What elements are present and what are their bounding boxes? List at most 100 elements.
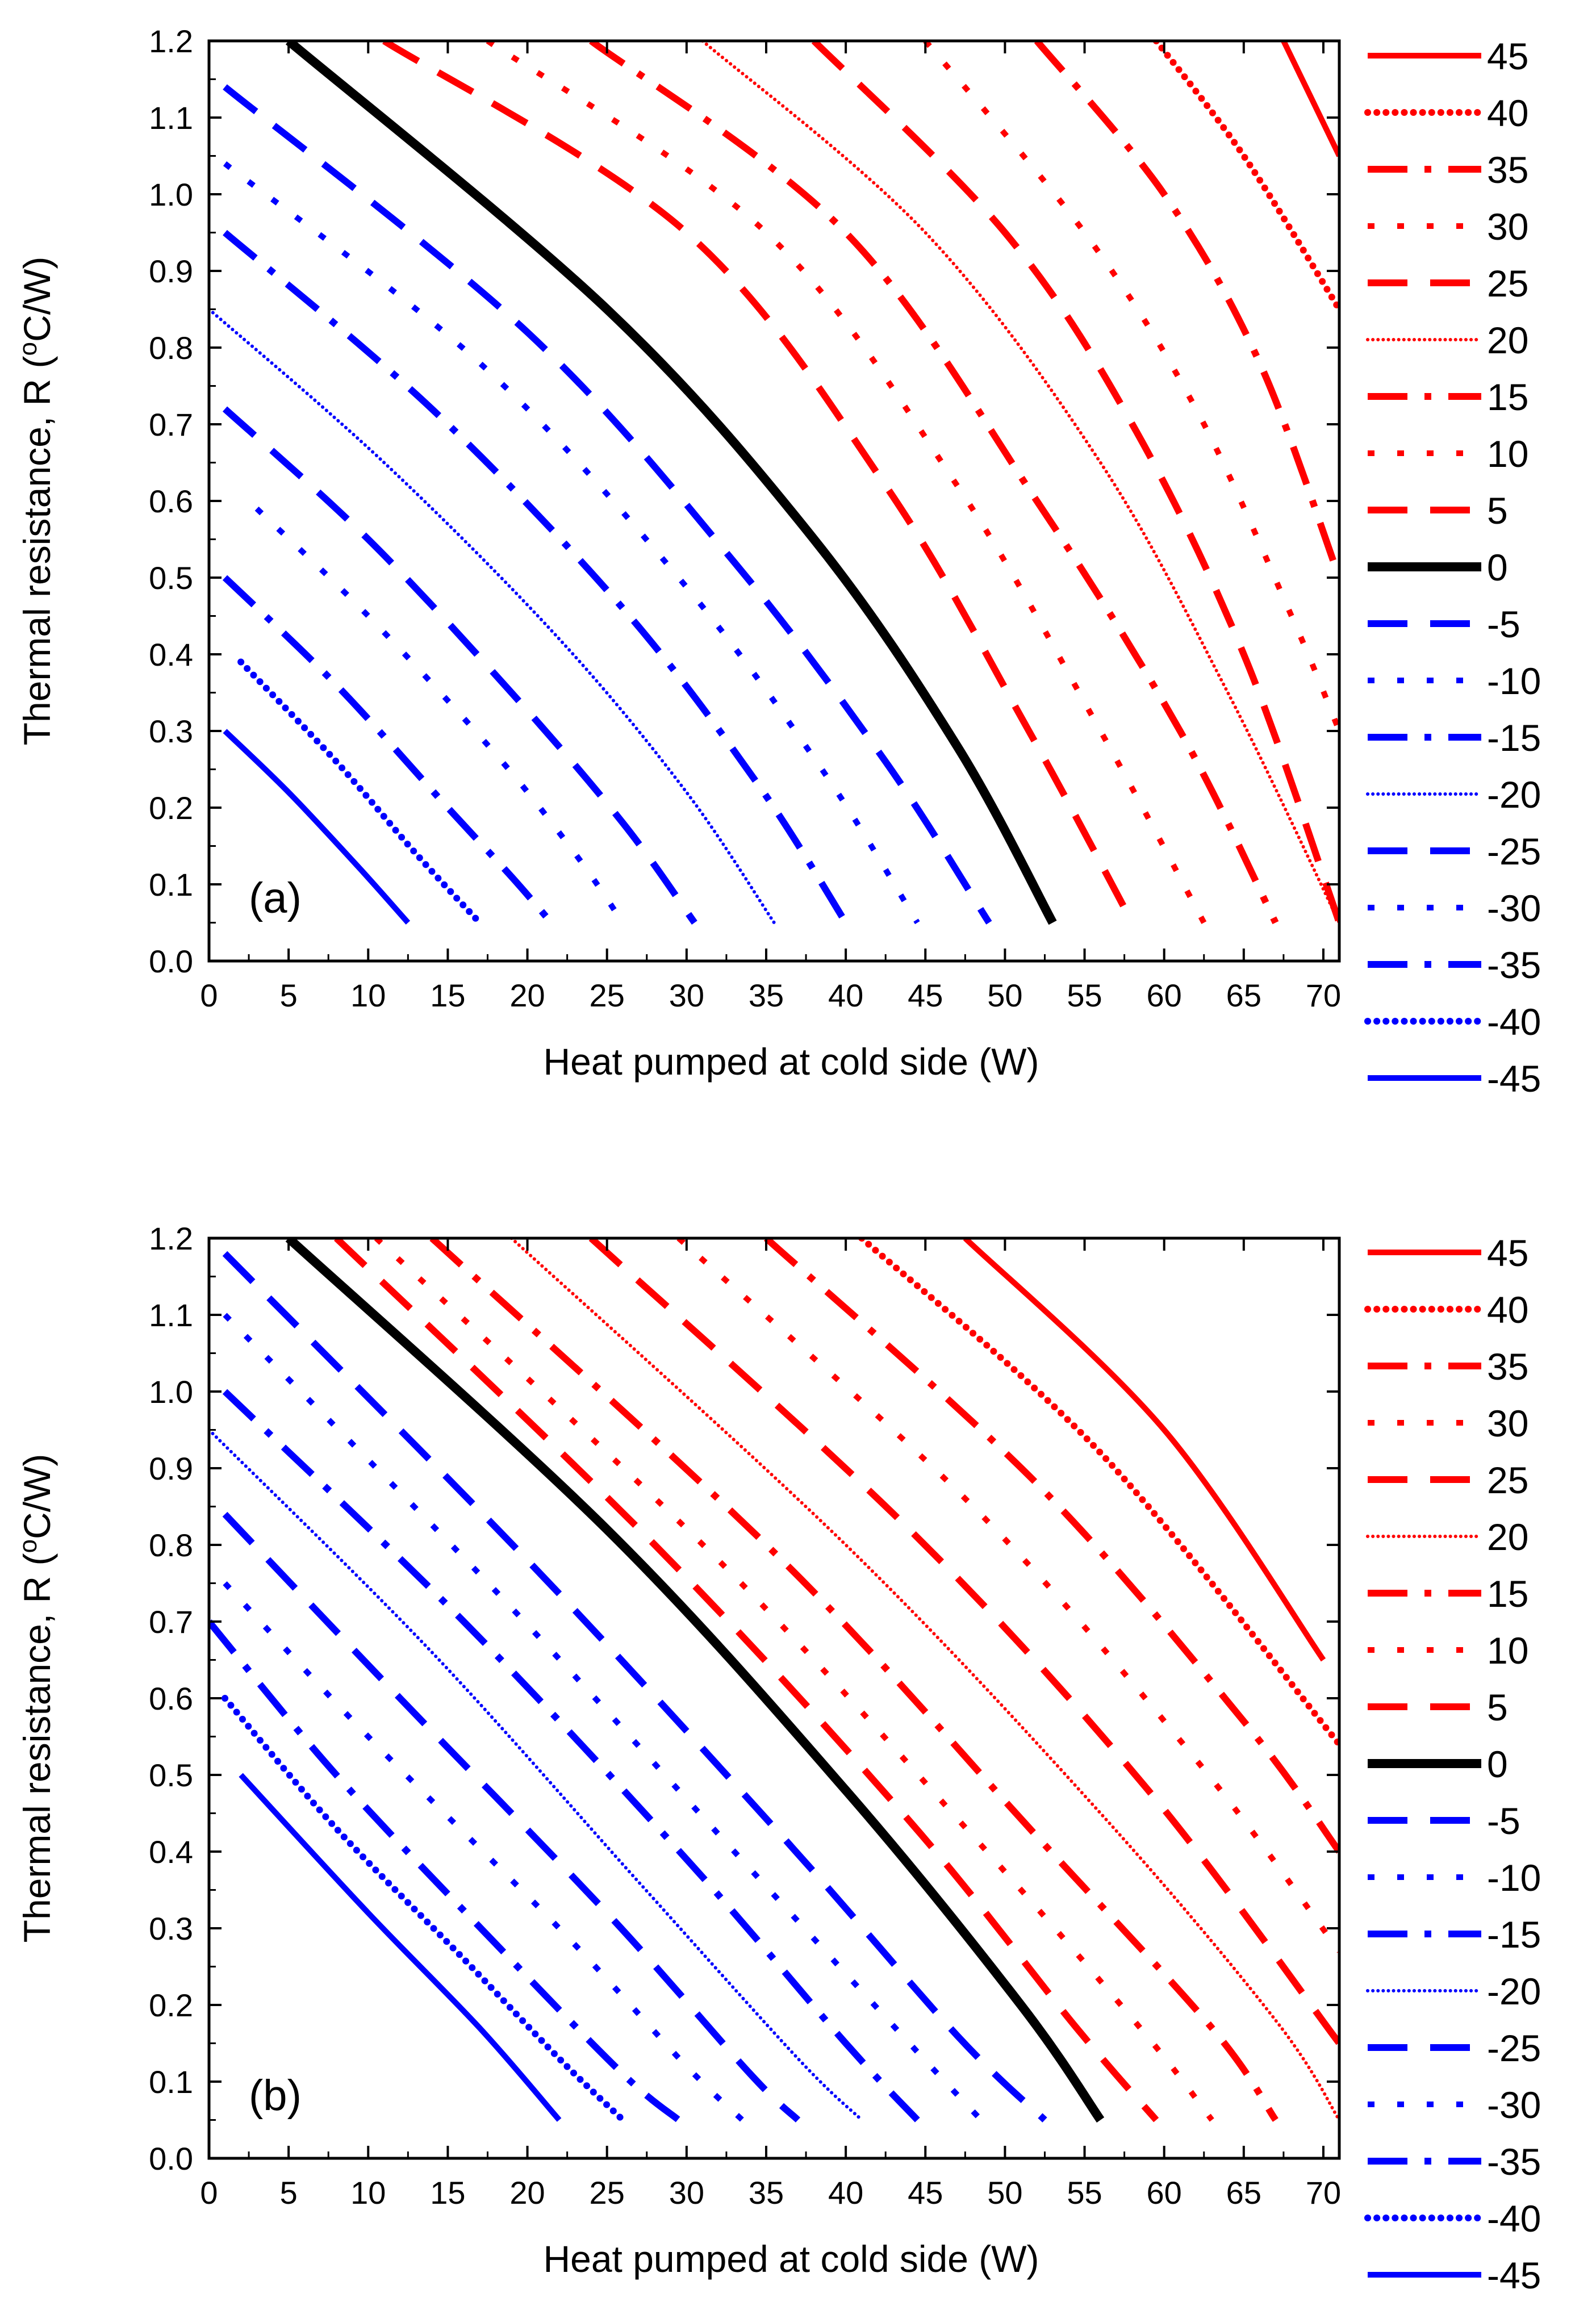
series-line-5 bbox=[382, 41, 1135, 925]
y-tick-label: 0.4 bbox=[149, 637, 193, 672]
legend-label-5: 5 bbox=[1487, 490, 1508, 532]
y-axis-title-sup: o bbox=[14, 1539, 42, 1553]
series-line--30 bbox=[254, 506, 625, 925]
legend-label-10: 10 bbox=[1487, 1630, 1528, 1672]
legend: 45 40 35 30 25 20 15 10 5 0 -5 -10 -15 -20 -25 -30 -35 -4… bbox=[1364, 1232, 1541, 2296]
x-tick-label: 0 bbox=[200, 2175, 218, 2211]
series-line--45 bbox=[239, 1773, 562, 2122]
legend-label--15: -15 bbox=[1487, 1914, 1541, 1956]
legend-label--20: -20 bbox=[1487, 1970, 1541, 2012]
series-line--20 bbox=[209, 307, 776, 925]
series-line-0 bbox=[285, 1238, 1105, 2123]
y-axis-title-sup: o bbox=[14, 342, 42, 356]
legend-label-40: 40 bbox=[1487, 92, 1528, 134]
y-tick-label: 0.4 bbox=[149, 1834, 193, 1870]
legend-label-30: 30 bbox=[1487, 1402, 1528, 1444]
x-tick-label: 25 bbox=[590, 2175, 625, 2211]
legend-label--35: -35 bbox=[1487, 2141, 1541, 2183]
series-line-5 bbox=[334, 1238, 1159, 2123]
y-tick-label: 1.0 bbox=[149, 1374, 193, 1410]
x-tick-label: 50 bbox=[987, 2175, 1022, 2211]
y-tick-label: 0.2 bbox=[149, 790, 193, 826]
legend-label--40: -40 bbox=[1487, 2197, 1541, 2240]
y-tick-label: 0.6 bbox=[149, 483, 193, 519]
y-tick-label: 0.3 bbox=[149, 713, 193, 749]
legend-label-25: 25 bbox=[1487, 1459, 1528, 1501]
legend-label--5: -5 bbox=[1487, 603, 1520, 645]
legend-label-20: 20 bbox=[1487, 319, 1528, 361]
y-axis-title: Thermal resistance, R (oC/W) bbox=[14, 1454, 59, 1943]
y-axis-title-prefix: Thermal resistance, R ( bbox=[16, 356, 58, 745]
series-line-45 bbox=[1281, 41, 1339, 157]
x-tick-label: 35 bbox=[749, 977, 784, 1013]
y-tick-label: 0.2 bbox=[149, 1987, 193, 2023]
legend-label--5: -5 bbox=[1487, 1800, 1520, 1842]
legend-label-0: 0 bbox=[1487, 546, 1508, 588]
series-line--10 bbox=[223, 1313, 984, 2122]
y-tick-label: 0.8 bbox=[149, 1527, 193, 1563]
series-line--40 bbox=[222, 1695, 626, 2124]
legend-label-25: 25 bbox=[1487, 262, 1528, 304]
x-tick-label: 50 bbox=[987, 977, 1022, 1013]
chart-panel-1: 0 5 10 15 20 25 30 35 40 45 50 55 60 65 700.00.10.20.3… bbox=[14, 1221, 1541, 2296]
legend-label-15: 15 bbox=[1487, 376, 1528, 418]
x-tick-label: 30 bbox=[669, 2175, 704, 2211]
x-axis-title: Heat pumped at cold side (W) bbox=[543, 2238, 1039, 2280]
x-tick-label: 70 bbox=[1306, 2175, 1341, 2211]
x-axis-title: Heat pumped at cold side (W) bbox=[543, 1041, 1039, 1083]
y-tick-label: 1.1 bbox=[149, 1297, 193, 1333]
x-tick-label: 40 bbox=[828, 2175, 863, 2211]
legend: 45 40 35 30 25 20 15 10 5 0 -5 -10 -15 -20 -25 -30 -35 -4… bbox=[1364, 35, 1541, 1100]
x-tick-label: 25 bbox=[590, 977, 625, 1013]
y-tick-label: 0.1 bbox=[149, 2064, 193, 2100]
x-tick-label: 70 bbox=[1306, 977, 1341, 1013]
y-tick-label: 1.1 bbox=[149, 100, 193, 136]
plot-area bbox=[209, 1238, 1339, 2124]
legend-label-40: 40 bbox=[1487, 1289, 1528, 1331]
plot-area bbox=[209, 41, 1339, 926]
series-line--15 bbox=[223, 229, 849, 925]
y-tick-label: 0.0 bbox=[149, 2141, 193, 2176]
x-tick-label: 45 bbox=[908, 977, 943, 1013]
y-tick-label: 0.5 bbox=[149, 1757, 193, 1793]
series-line-40 bbox=[1152, 41, 1339, 313]
y-axis-title-suffix: C/W) bbox=[16, 257, 58, 342]
series-line-10 bbox=[374, 1238, 1214, 2122]
legend-label-30: 30 bbox=[1487, 206, 1528, 248]
legend-label--25: -25 bbox=[1487, 830, 1541, 872]
panel-label: (a) bbox=[249, 874, 302, 922]
series-line-45 bbox=[963, 1238, 1326, 1662]
x-tick-label: 55 bbox=[1067, 2175, 1102, 2211]
legend-label-35: 35 bbox=[1487, 1346, 1528, 1388]
series-line-20 bbox=[509, 1238, 1339, 2122]
legend-label-35: 35 bbox=[1487, 149, 1528, 191]
series-line-30 bbox=[676, 1238, 1339, 1953]
legend-label-20: 20 bbox=[1487, 1516, 1528, 1558]
x-tick-label: 5 bbox=[280, 2175, 298, 2211]
y-tick-label: 0.8 bbox=[149, 330, 193, 366]
legend-label--10: -10 bbox=[1487, 660, 1541, 702]
series-line--40 bbox=[237, 658, 483, 926]
x-tick-label: 45 bbox=[908, 2175, 943, 2211]
y-tick-label: 0.5 bbox=[149, 560, 193, 596]
legend-label--30: -30 bbox=[1487, 887, 1541, 929]
series-line-0 bbox=[285, 41, 1057, 925]
legend-label--20: -20 bbox=[1487, 774, 1541, 816]
legend-label-5: 5 bbox=[1487, 1686, 1508, 1728]
chart-panel-0: 0 5 10 15 20 25 30 35 40 45 50 55 60 65 700.00.10.20.3… bbox=[14, 23, 1541, 1100]
y-axis-title: Thermal resistance, R (oC/W) bbox=[14, 257, 59, 746]
legend-label--40: -40 bbox=[1487, 1001, 1541, 1043]
x-tick-label: 20 bbox=[509, 977, 545, 1013]
y-tick-label: 1.2 bbox=[149, 23, 193, 59]
legend-label-0: 0 bbox=[1487, 1743, 1508, 1785]
legend-label--25: -25 bbox=[1487, 2027, 1541, 2069]
series-line--5 bbox=[222, 1251, 1047, 2123]
y-tick-label: 1.2 bbox=[149, 1221, 193, 1256]
x-tick-label: 35 bbox=[749, 2175, 784, 2211]
series-line-20 bbox=[700, 41, 1339, 925]
y-tick-label: 0.9 bbox=[149, 253, 193, 289]
x-tick-label: 10 bbox=[350, 977, 386, 1013]
series-line--15 bbox=[222, 1389, 920, 2123]
y-tick-label: 0.7 bbox=[149, 1604, 193, 1640]
